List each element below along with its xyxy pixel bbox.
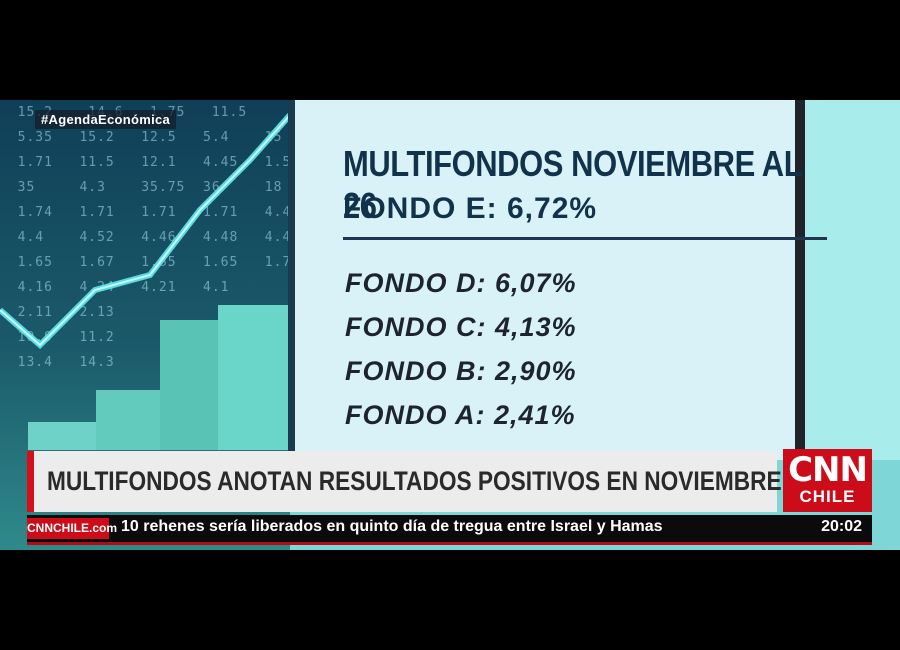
- fund-list: FONDO D: 6,07% FONDO C: 4,13% FONDO B: 2…: [345, 268, 577, 444]
- card-edge: [288, 100, 295, 460]
- list-item: FONDO D: 6,07%: [345, 268, 577, 298]
- market-background: 15.2 14.6 1.75 11.5 5.35 15.2 12.5 5.4 1…: [0, 100, 290, 550]
- card-divider: [795, 100, 805, 460]
- ticker-accent-line: [27, 542, 872, 545]
- ticker-text: 10 rehenes sería liberados en quinto día…: [121, 518, 663, 535]
- list-item: FONDO A: 2,41%: [345, 400, 576, 430]
- cnn-logo-sub: CHILE: [799, 487, 856, 506]
- info-card: [295, 100, 795, 460]
- news-ticker: CNNCHILE.com 10 rehenes sería liberados …: [27, 515, 872, 542]
- highlight-value: FONDO E: 6,72%: [343, 192, 598, 225]
- list-item: FONDO C: 4,13%: [345, 312, 577, 342]
- headline-text: MULTIFONDOS ANOTAN RESULTADOS POSITIVOS …: [47, 466, 782, 496]
- trend-line-graphic: [0, 113, 290, 350]
- decorative-ticker-columns: 15.2 14.6 1.75 11.5 5.35 15.2 12.5 5.4 1…: [17, 105, 290, 370]
- broadcast-stage: 15.2 14.6 1.75 11.5 5.35 15.2 12.5 5.4 1…: [0, 100, 900, 550]
- card-title: MULTIFONDOS NOVIEMBRE AL 26: [343, 143, 802, 226]
- bar-graphic: [28, 305, 290, 450]
- ticker-logo: CNNCHILE.com: [27, 518, 117, 539]
- ticker-time: 20:02: [821, 518, 862, 535]
- right-background: [805, 100, 900, 460]
- cnn-logo-text: CNN: [788, 450, 868, 490]
- divider-rule: [343, 237, 827, 240]
- headline-bar: MULTIFONDOS ANOTAN RESULTADOS POSITIVOS …: [27, 451, 782, 512]
- hashtag-label: #AgendaEconómica: [35, 110, 177, 129]
- cnn-chile-logo: CNN CHILE: [783, 449, 872, 512]
- list-item: FONDO B: 2,90%: [345, 356, 577, 386]
